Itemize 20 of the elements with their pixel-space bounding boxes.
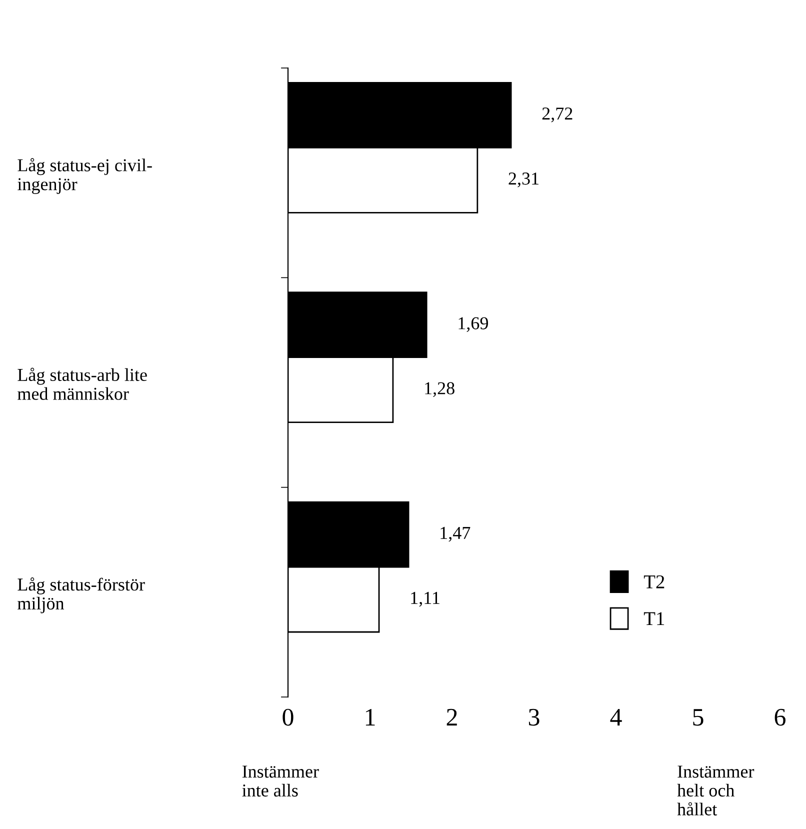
- x-tick-label: 0: [282, 708, 294, 726]
- data-label: 1,28: [425, 382, 454, 397]
- y-tick-label: Låg status-förstör miljön: [18, 577, 145, 614]
- data-label: 1,47: [440, 526, 470, 542]
- data-label: 1,69: [458, 317, 488, 332]
- x-tick-label: 2: [446, 708, 457, 726]
- text: Instämmer helt och hållet: [677, 766, 754, 816]
- x-tick-label: 5: [693, 709, 704, 726]
- data-label: 2,72: [542, 108, 572, 122]
- y-tick-label: Låg status-ej civil- ingenjör: [18, 158, 152, 194]
- x-tick-label: 1: [366, 708, 375, 726]
- y-tick-label: Låg status-arb lite med människor: [18, 368, 147, 400]
- x-tick-label: 4: [610, 709, 622, 726]
- data-label: 2,31: [508, 172, 538, 188]
- x-tick-label: 6: [774, 708, 786, 726]
- legend-label: T1: [644, 612, 664, 626]
- x-tick-label: 3: [528, 708, 540, 726]
- data-label: 1,11: [411, 592, 440, 607]
- text: Instämmer inte alls: [242, 766, 319, 797]
- legend-label: T2: [644, 575, 664, 588]
